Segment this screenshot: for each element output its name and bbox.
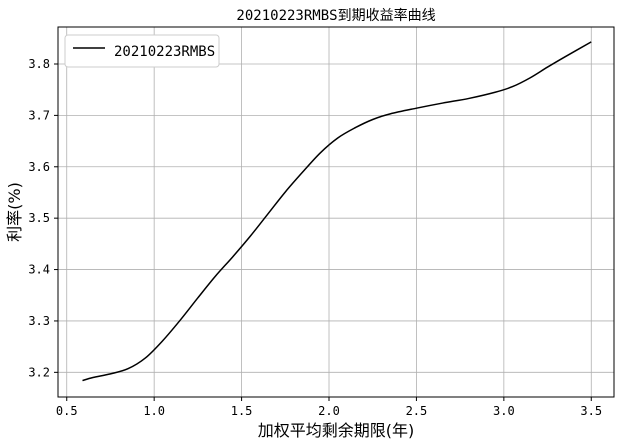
x-tick-label: 2.5 xyxy=(406,404,428,418)
legend-box xyxy=(64,34,220,68)
series-lines xyxy=(82,41,592,382)
x-tick-label: 3.0 xyxy=(493,404,515,418)
legend: 20210223RMBS xyxy=(64,34,220,68)
y-ticks: 3.2 3.3 3.4 3.5 3.6 3.7 3.8 xyxy=(28,57,58,379)
x-tick-label: 0.5 xyxy=(56,404,78,418)
plot-frame xyxy=(57,26,615,398)
y-tick-label: 3.4 xyxy=(28,263,50,277)
x-tick-label: 3.5 xyxy=(580,404,602,418)
y-tick-label: 3.8 xyxy=(28,57,50,71)
legend-label-20210223RMBS: 20210223RMBS xyxy=(114,44,215,60)
y-tick-label: 3.7 xyxy=(28,108,50,122)
x-tick-label: 2.0 xyxy=(318,404,340,418)
x-tick-label: 1.5 xyxy=(231,404,253,418)
x-axis-label: 加权平均剩余期限(年) xyxy=(258,421,415,440)
series-line-20210223RMBS xyxy=(82,41,592,382)
y-tick-label: 3.6 xyxy=(28,160,50,174)
y-tick-label: 3.5 xyxy=(28,211,50,225)
x-ticks: 0.5 1.0 1.5 2.0 2.5 3.0 3.5 xyxy=(56,397,602,418)
x-tick-label: 1.0 xyxy=(143,404,165,418)
y-axis-label: 利率(%) xyxy=(5,182,24,242)
y-tick-label: 3.2 xyxy=(28,365,50,379)
y-tick-label: 3.3 xyxy=(28,314,50,328)
chart-title: 20210223RMBS到期收益率曲线 xyxy=(236,7,435,24)
grid xyxy=(58,27,614,397)
